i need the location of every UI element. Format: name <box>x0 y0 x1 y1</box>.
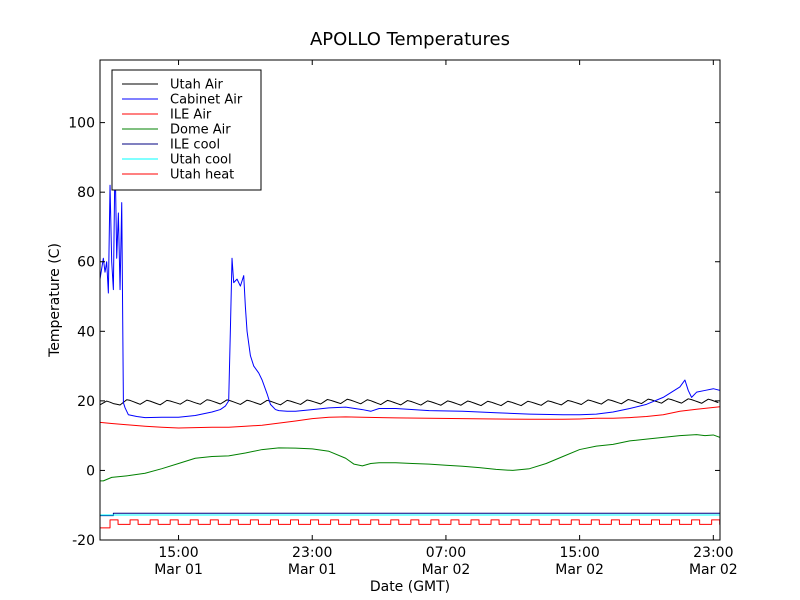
legend-label-dome-air: Dome Air <box>170 123 231 138</box>
y-tick-label: 60 <box>77 255 95 271</box>
y-axis-label: Temperature (C) <box>47 243 63 358</box>
chart-title: APOLLO Temperatures <box>310 29 510 50</box>
x-tick-label-time: 23:00 <box>292 545 332 561</box>
legend-box <box>111 69 262 191</box>
series-layer <box>100 153 720 529</box>
series-line-utah-heat <box>100 519 720 529</box>
y-tick-label: 40 <box>77 324 95 340</box>
plot-frame <box>99 59 721 541</box>
x-tick-label-date: Mar 02 <box>555 562 604 578</box>
x-tick-label-date: Mar 02 <box>689 562 738 578</box>
legend-label-ile-cool: ILE cool <box>170 138 220 153</box>
x-tick-label-date: Mar 02 <box>422 562 471 578</box>
x-tick-label-date: Mar 01 <box>154 562 203 578</box>
legend-label-utah-air: Utah Air <box>170 78 223 93</box>
y-tick-label: -20 <box>72 533 95 549</box>
x-tick-label-time: 07:00 <box>426 545 466 561</box>
legend-label-utah-cool: Utah cool <box>170 153 232 168</box>
y-tick-label: 0 <box>86 463 95 479</box>
x-tick-label-time: 23:00 <box>693 545 733 561</box>
x-tick-label-time: 15:00 <box>559 545 599 561</box>
y-tick-label: 20 <box>77 394 95 410</box>
y-tick-label: 80 <box>77 185 95 201</box>
x-tick-label-date: Mar 01 <box>288 562 337 578</box>
legend-label-cabinet-air: Cabinet Air <box>170 93 243 108</box>
series-line-ile-air <box>100 406 720 429</box>
series-line-ile-cool <box>100 512 720 517</box>
legend-label-ile-air: ILE Air <box>170 108 212 123</box>
x-tick-label-time: 15:00 <box>158 545 198 561</box>
x-axis-label: Date (GMT) <box>370 579 450 595</box>
y-tick-label: 100 <box>68 116 95 132</box>
series-line-cabinet-air <box>100 153 720 419</box>
series-line-utah-air <box>100 398 719 407</box>
series-line-dome-air <box>100 434 720 482</box>
legend-label-utah-heat: Utah heat <box>170 168 234 183</box>
